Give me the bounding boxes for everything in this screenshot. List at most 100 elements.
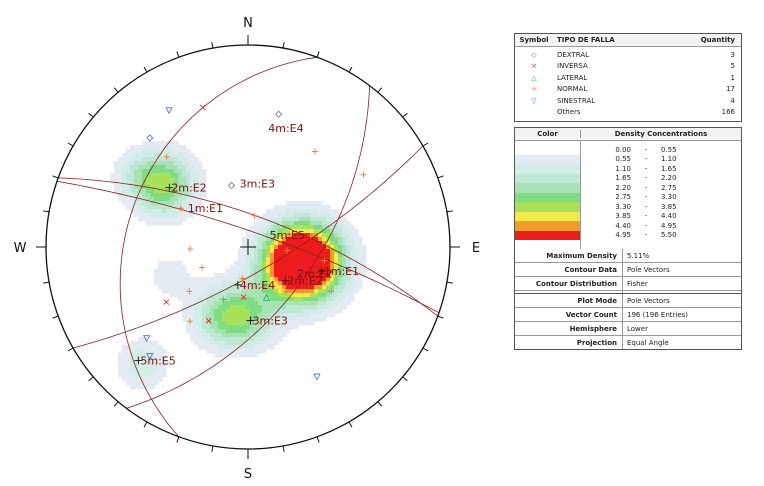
density-cell xyxy=(162,201,167,206)
density-cell xyxy=(238,325,243,330)
density-cell xyxy=(254,329,259,334)
density-cell xyxy=(154,365,159,370)
density-cell xyxy=(114,173,119,178)
density-cell xyxy=(194,197,199,202)
density-cell xyxy=(346,245,351,250)
density-cell xyxy=(166,273,171,278)
density-cell xyxy=(118,177,123,182)
density-cell xyxy=(334,309,339,314)
density-cell xyxy=(258,249,263,254)
density-cell xyxy=(270,217,275,222)
density-cell xyxy=(330,305,335,310)
density-cell xyxy=(274,277,279,282)
density-cell xyxy=(330,233,335,238)
density-cell xyxy=(158,377,163,382)
density-cell xyxy=(230,309,235,314)
density-cell xyxy=(294,285,299,290)
density-cell xyxy=(182,189,187,194)
density-cell xyxy=(354,281,359,286)
density-cell xyxy=(210,293,215,298)
density-cell xyxy=(286,201,291,206)
density-cell xyxy=(214,281,219,286)
density-cell xyxy=(346,221,351,226)
density-cell xyxy=(318,285,323,290)
density-cell xyxy=(262,293,267,298)
density-cell xyxy=(122,173,127,178)
density-cell xyxy=(146,141,151,146)
density-cell xyxy=(322,205,327,210)
density-cell xyxy=(226,305,231,310)
density-cell xyxy=(178,189,183,194)
density-cell xyxy=(150,201,155,206)
density-cell xyxy=(242,273,247,278)
density-cell xyxy=(334,293,339,298)
density-cell xyxy=(214,285,219,290)
density-cell xyxy=(190,193,195,198)
density-cell xyxy=(302,301,307,306)
density-cell xyxy=(150,221,155,226)
density-cell xyxy=(262,301,267,306)
density-cell xyxy=(178,209,183,214)
density-cell xyxy=(162,209,167,214)
density-cell xyxy=(194,189,199,194)
density-cell xyxy=(330,309,335,314)
density-cell xyxy=(358,265,363,270)
density-cell xyxy=(298,249,303,254)
density-cell xyxy=(134,181,139,186)
set-labels: 1m:E12m:E22m:E23m:E34m:E45m:E51m:E12m:E2… xyxy=(134,122,359,368)
density-cell xyxy=(142,353,147,358)
density-cell xyxy=(322,253,327,258)
density-cell xyxy=(254,293,259,298)
density-cell xyxy=(258,241,263,246)
density-cell xyxy=(314,261,319,266)
density-cell xyxy=(174,269,179,274)
density-cell xyxy=(114,169,119,174)
density-cell xyxy=(150,381,155,386)
azimuth-ticks xyxy=(36,35,460,459)
density-cell xyxy=(194,169,199,174)
great-circle-1m-e1 xyxy=(119,56,318,438)
density-cell xyxy=(138,189,143,194)
density-cell xyxy=(146,209,151,214)
density-cell xyxy=(290,245,295,250)
density-cell xyxy=(266,221,271,226)
density-cell xyxy=(146,361,151,366)
density-cell xyxy=(230,317,235,322)
density-cell xyxy=(178,173,183,178)
density-cell xyxy=(350,293,355,298)
density-cell xyxy=(290,241,295,246)
plot-info-value: Equal Angle xyxy=(627,338,669,347)
density-cell xyxy=(250,341,255,346)
density-swatch xyxy=(515,154,580,164)
density-cell xyxy=(154,341,159,346)
density-cell xyxy=(314,245,319,250)
range-dash: - xyxy=(644,202,648,211)
density-cell xyxy=(126,197,131,202)
density-cell xyxy=(262,225,267,230)
density-cell xyxy=(310,201,315,206)
density-cell xyxy=(158,369,163,374)
density-cell xyxy=(322,213,327,218)
density-cell xyxy=(274,249,279,254)
density-cell xyxy=(358,257,363,262)
density-cell xyxy=(142,217,147,222)
density-cell xyxy=(162,213,167,218)
azimuth-tick xyxy=(437,315,444,319)
density-cell xyxy=(278,221,283,226)
density-cell xyxy=(134,349,139,354)
density-cell xyxy=(230,333,235,338)
density-cell xyxy=(170,281,175,286)
density-cell xyxy=(114,165,119,170)
density-cell xyxy=(334,245,339,250)
density-cell xyxy=(290,205,295,210)
density-cell xyxy=(286,257,291,262)
azimuth-tick xyxy=(446,210,453,213)
density-cell xyxy=(282,281,287,286)
legend-symbol: △ xyxy=(531,73,537,82)
density-cell xyxy=(218,337,223,342)
density-cell xyxy=(286,213,291,218)
density-cell xyxy=(170,157,175,162)
density-cell xyxy=(190,281,195,286)
south-label: S xyxy=(244,467,252,482)
density-cell xyxy=(134,201,139,206)
